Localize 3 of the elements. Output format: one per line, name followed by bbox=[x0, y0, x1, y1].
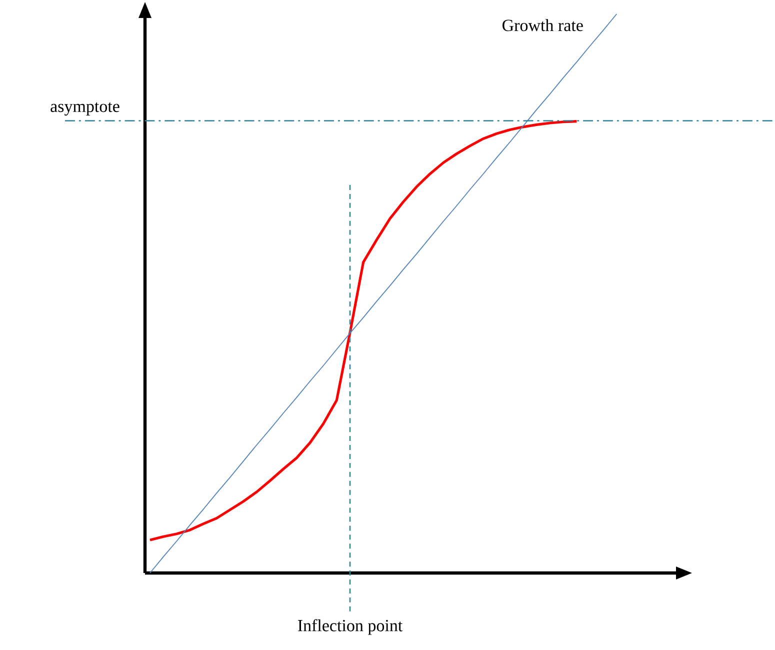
ref-line-label: asymptote bbox=[50, 102, 120, 116]
text: Inflection point bbox=[298, 619, 403, 635]
series-label: Growth rate bbox=[502, 19, 583, 32]
